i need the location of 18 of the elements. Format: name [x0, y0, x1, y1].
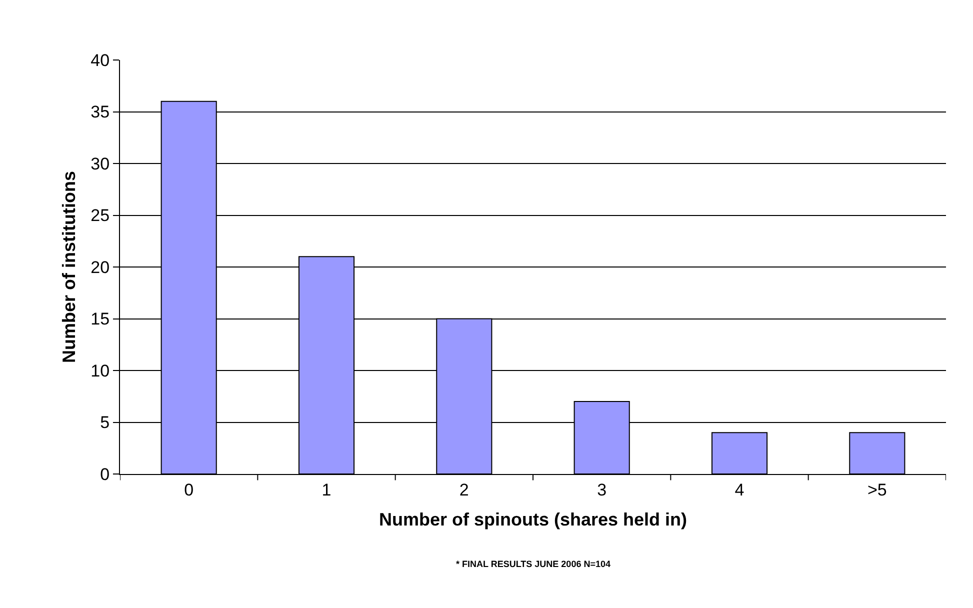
y-tick-label: 30	[90, 154, 110, 174]
x-tick-label: 0	[184, 480, 194, 500]
x-tick-label: 1	[322, 480, 332, 500]
x-axis-title: Number of spinouts (shares held in)	[378, 510, 688, 530]
y-axis-title: Number of institutions	[58, 171, 79, 363]
y-tick-label: 40	[90, 50, 110, 70]
y-tick-label: 35	[90, 102, 110, 122]
y-tick-label: 25	[90, 206, 110, 226]
y-tick-label: 5	[100, 413, 110, 432]
y-tick-label: 20	[90, 258, 110, 277]
x-tick-label: 4	[734, 480, 744, 500]
x-tick-label: 2	[459, 480, 469, 500]
y-tick-label: 15	[90, 310, 110, 329]
text: * FINAL RESULTS JUNE 2006 N=104	[456, 559, 610, 569]
x-tick-label: >5	[867, 480, 887, 500]
y-tick-label: 0	[100, 464, 110, 484]
y-tick-label: 10	[90, 361, 110, 380]
x-tick-label: 3	[597, 480, 607, 500]
